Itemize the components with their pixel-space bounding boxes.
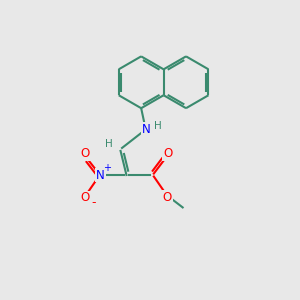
Text: N: N: [142, 123, 151, 136]
Text: O: O: [81, 147, 90, 160]
Text: O: O: [81, 191, 90, 205]
Text: N: N: [96, 169, 105, 182]
Text: O: O: [163, 190, 172, 204]
Text: +: +: [103, 163, 111, 173]
Text: H: H: [106, 140, 113, 149]
Text: -: -: [91, 196, 96, 209]
Text: O: O: [163, 147, 172, 160]
Text: H: H: [154, 121, 162, 131]
